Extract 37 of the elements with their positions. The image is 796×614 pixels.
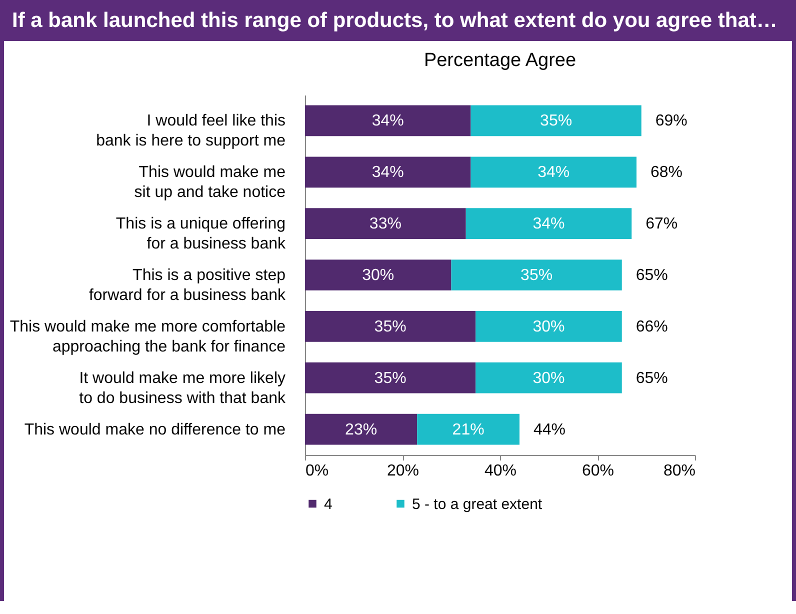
total-label: 69% — [655, 112, 688, 130]
x-tick-label: 80% — [663, 462, 696, 480]
y-tick-label: This would make no difference to me — [24, 421, 286, 438]
y-tick-label: This is a unique offering for a business bank — [116, 216, 286, 253]
data-label: 33% — [369, 216, 402, 233]
data-label: 34% — [372, 164, 404, 182]
y-tick-label: This is a positive step forward for a business bank — [88, 267, 286, 304]
total-label: 65% — [636, 370, 668, 387]
x-tick-label: 0% — [306, 462, 329, 480]
data-label: 35% — [374, 318, 406, 336]
y-tick-label: This would make me sit up and take notice — [134, 164, 286, 202]
total-label: 65% — [636, 267, 668, 284]
data-label: 23% — [345, 421, 378, 438]
total-label: 68% — [650, 164, 683, 182]
data-label: 35% — [374, 370, 406, 387]
data-label: 34% — [538, 164, 570, 182]
data-label: 35% — [520, 267, 553, 284]
data-label: 34% — [372, 112, 404, 130]
y-tick-label: This would make me more comfortable approaching the bank for finance — [10, 318, 286, 356]
x-tick-label: 60% — [582, 462, 614, 480]
y-tick-label: I would feel like this bank is here to support me — [96, 112, 286, 150]
data-label: 30% — [362, 267, 394, 284]
data-label: 35% — [540, 112, 572, 130]
total-label: 66% — [636, 318, 668, 336]
x-tick-label: 20% — [386, 462, 420, 480]
total-label: 67% — [646, 216, 678, 233]
legend-label: 5 - to a great extent — [412, 496, 543, 513]
data-label: 30% — [532, 318, 565, 336]
y-tick-label: It would make me more likely to do business with that bank — [79, 370, 286, 407]
total-label: 44% — [534, 421, 566, 438]
data-label: 30% — [532, 370, 565, 387]
chart-subtitle: Percentage Agree — [424, 50, 576, 71]
chart-title: If a bank launched this range of products, to what extent do you agree that… — [0, 0, 796, 41]
x-tick-label: 40% — [484, 462, 517, 480]
data-label: 21% — [452, 421, 484, 438]
data-label: 34% — [532, 216, 565, 233]
legend-label: 4 — [324, 496, 332, 513]
